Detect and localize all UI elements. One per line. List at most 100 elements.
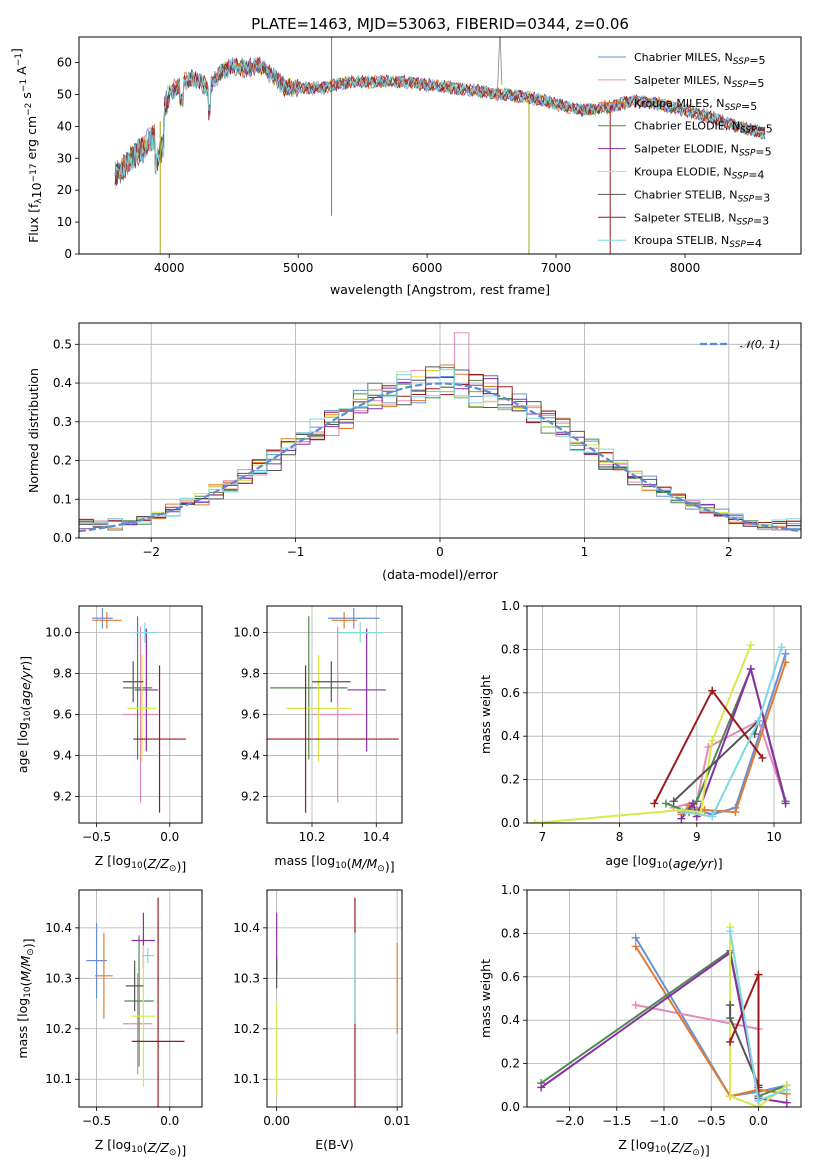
plot-area: [79, 323, 801, 538]
legend-label-normal: 𝒩(0, 1): [740, 338, 780, 351]
x-tick-label: 5000: [283, 261, 314, 275]
y-tick-label: 10.3: [233, 971, 260, 985]
y-tick-label: 1.0: [501, 883, 520, 897]
errorbar-kroupa-stelib: [141, 948, 154, 964]
y-axis-label: Flux [fλ10−17 erg cm−2 s−1 A−1]: [9, 48, 44, 243]
axes-massweight-vs-Z: −2.0 −1.5 −1.0 −0.5 0.0 0.0 0.2 0.4 0.6 0.8 1.0 Z […: [478, 883, 802, 1158]
series-marker: [754, 717, 763, 726]
series-marker: [669, 797, 678, 806]
legend-label-kroupa-elodie: Kroupa ELODIE, NSSP=4: [634, 166, 764, 182]
x-tick-label: −1.5: [602, 1114, 631, 1128]
x-tick-label: 8: [616, 830, 624, 844]
series-marker: [537, 1083, 546, 1092]
series-salpeter-stelib: [650, 686, 767, 808]
y-tick-label: 9.8: [53, 667, 72, 681]
plot-area: [267, 606, 402, 823]
x-tick-label: 9: [693, 830, 701, 844]
series-line: [685, 646, 783, 818]
y-tick-label: 0.5: [53, 337, 72, 351]
series-kroupa-miles: [677, 658, 790, 819]
series-marker: [661, 799, 670, 808]
figure-title: PLATE=1463, MJD=53063, FIBERID=0344, z=0…: [251, 15, 629, 33]
axes-frame: [266, 889, 403, 1108]
series-marker: [754, 970, 763, 979]
series-marker: [631, 942, 640, 951]
series-marker: [631, 933, 640, 942]
series-line: [534, 644, 752, 823]
y-tick-label: 40: [57, 119, 72, 133]
legend-label-salpeter-miles: Salpeter MILES, NSSP=5: [634, 74, 764, 90]
y-tick-label: 0.4: [501, 1013, 520, 1027]
legend-label-chabrier-miles: Chabrier MILES, NSSP=5: [634, 51, 766, 67]
y-tick-label: 9.6: [241, 708, 260, 722]
x-tick-label: 10.4: [363, 830, 390, 844]
x-axis-label: wavelength [Angstrom, rest frame]: [330, 282, 550, 297]
y-tick-label: 10.4: [45, 921, 72, 935]
y-tick-label: 10.2: [45, 1022, 72, 1036]
y-tick-label: 0.2: [501, 1057, 520, 1071]
legend: 𝒩(0, 1): [700, 338, 780, 351]
series-marker: [688, 799, 697, 808]
plot-area: [79, 890, 202, 1107]
series-marker: [726, 1037, 735, 1046]
axes-massweight-vs-age: 7 8 9 10 0.0 0.2 0.4 0.6 0.8 1.0 age [log10(age/yr…: [478, 599, 802, 871]
y-tick-label: 0.2: [501, 773, 520, 787]
x-axis-label: Z [log10(Z/Z⊙)]: [618, 1137, 709, 1158]
legend-label-salpeter-stelib: Salpeter STELIB, NSSP=3: [634, 211, 769, 227]
axes-frame: [526, 605, 802, 824]
y-tick-label: 9.4: [53, 748, 72, 762]
errorbar-salpeter-elodie: [347, 628, 386, 752]
axes-frame: [78, 889, 203, 1108]
y-tick-label: 0.2: [53, 454, 72, 468]
errorbar-chabrier-elodie: [270, 616, 348, 760]
series-salpeter-miles: [669, 717, 790, 812]
plot-area: [79, 606, 202, 823]
x-tick-label: 8000: [670, 261, 701, 275]
x-tick-label: −2.0: [555, 1114, 584, 1128]
y-tick-label: 10.4: [233, 921, 260, 935]
x-tick-label: 4000: [154, 261, 185, 275]
series-marker: [746, 664, 755, 673]
y-tick-label: 0.8: [501, 642, 520, 656]
plot-area: [267, 890, 402, 1107]
y-axis-label: mass [log10(M/M⊙)]: [15, 938, 36, 1058]
x-tick-label: 0: [436, 545, 444, 559]
legend: Chabrier MILES, NSSP=5 Salpeter MILES, NS…: [598, 51, 773, 250]
series-line: [729, 1005, 760, 1101]
x-axis-label: (data-model)/error: [382, 567, 499, 582]
x-tick-label: 7: [539, 830, 547, 844]
plot-area: [527, 606, 801, 823]
y-tick-label: 9.8: [241, 667, 260, 681]
x-tick-label: −1: [287, 545, 305, 559]
legend-label-chabrier-elodie: Chabrier ELODIE, NSSP=5: [634, 120, 773, 136]
y-tick-label: 0.6: [501, 686, 520, 700]
x-tick-label: 0.01: [384, 1114, 411, 1128]
series-marker: [677, 814, 686, 823]
series-marker: [708, 736, 717, 745]
series-salpeter-stelib: [726, 970, 763, 1092]
x-axis-label: Z [log10(Z/Z⊙)]: [95, 853, 186, 874]
series-kroupa-stelib: [726, 927, 791, 1105]
y-axis-label: mass weight: [478, 959, 493, 1038]
x-tick-label: −0.5: [697, 1114, 726, 1128]
y-tick-label: 60: [57, 56, 72, 70]
errorbar-chabrier-miles: [92, 608, 113, 629]
y-tick-label: 0.4: [53, 376, 72, 390]
series-marker: [781, 649, 790, 658]
errorbar-chabrier-stelib: [122, 661, 144, 703]
x-tick-label: −0.5: [82, 830, 111, 844]
errorbar-chabrier-elodie: [124, 935, 154, 1067]
x-tick-label: −1.0: [649, 1114, 678, 1128]
series-marker: [758, 753, 767, 762]
errorbar-salpeter-miles: [122, 973, 153, 1075]
series-line: [634, 937, 788, 1098]
series-line: [540, 951, 787, 1104]
y-axis-label: age [log10(age/yr)]: [15, 656, 33, 773]
y-tick-label: 20: [57, 183, 72, 197]
errorbar-salpeter-elodie: [134, 628, 159, 752]
errorbar-chabrier-stelib: [312, 661, 351, 703]
y-tick-label: 10.1: [233, 1072, 260, 1086]
x-axis-label: Z [log10(Z/Z⊙)]: [95, 1137, 186, 1158]
y-tick-label: 0.0: [501, 816, 520, 830]
